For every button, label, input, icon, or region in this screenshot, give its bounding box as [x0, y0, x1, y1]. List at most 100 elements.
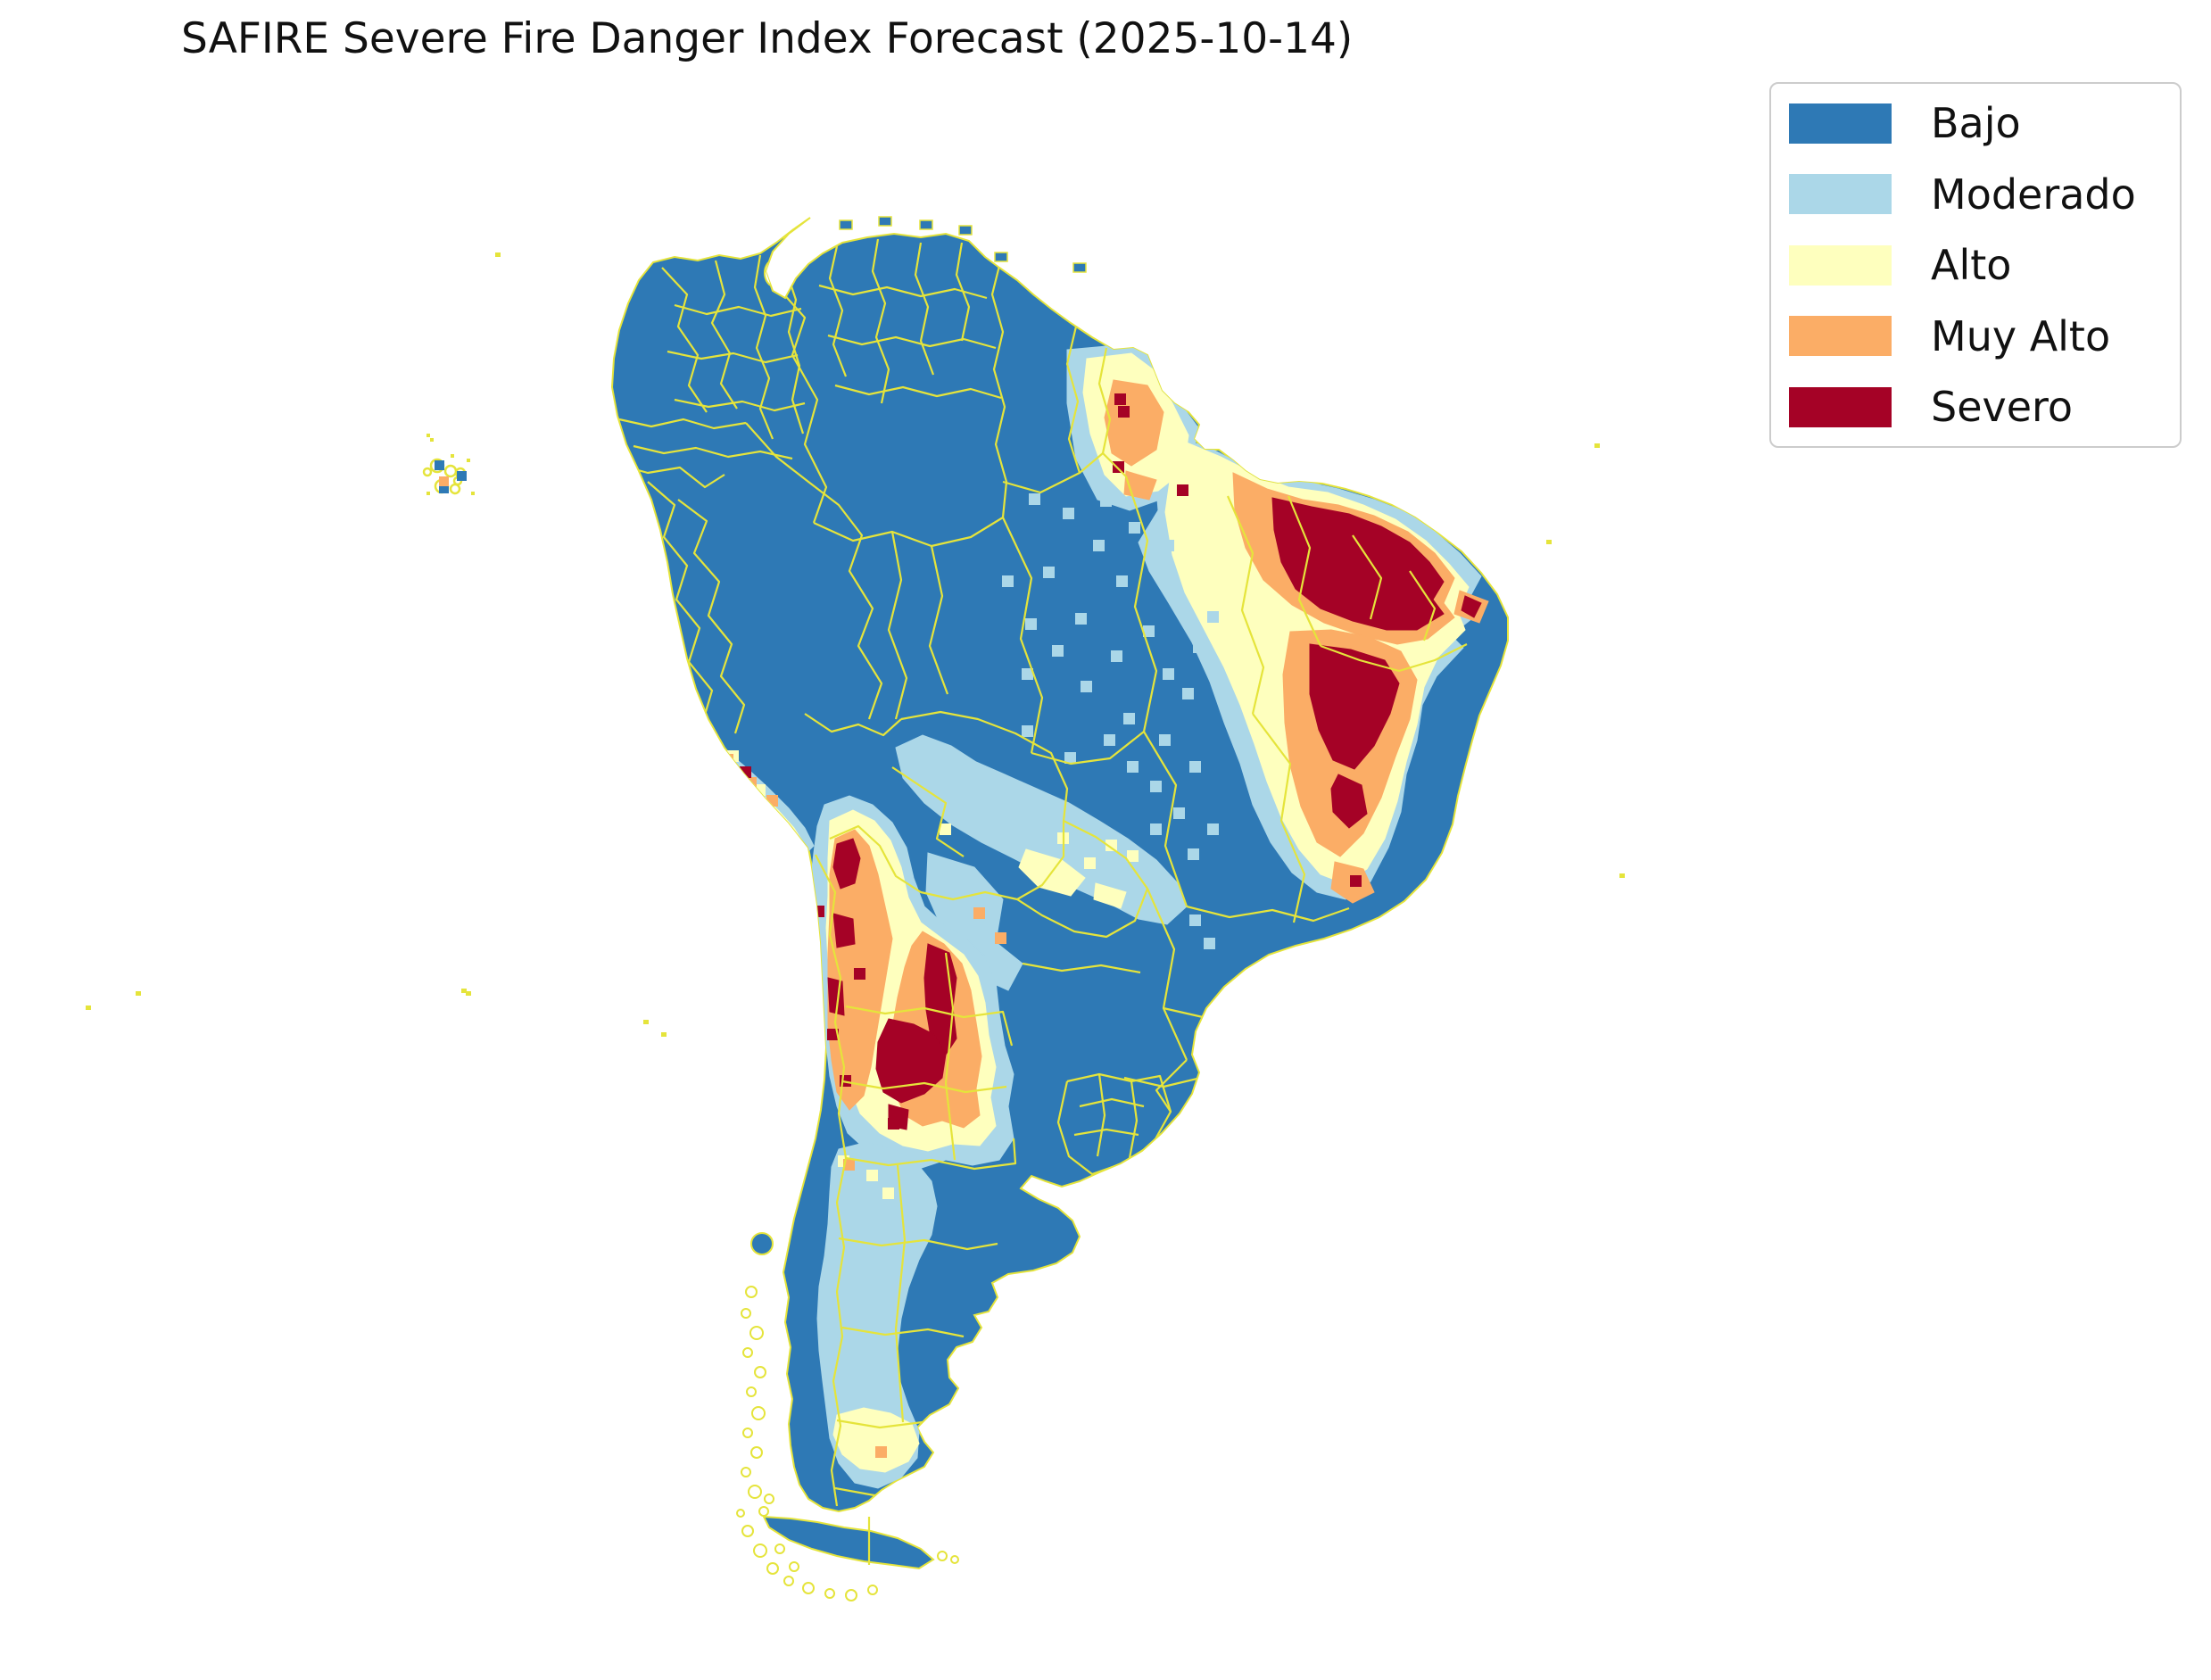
ocean-island-speck [661, 1032, 667, 1037]
admin-boundary-line [834, 384, 1002, 400]
speckle-severo [813, 906, 824, 917]
speckle-alto [1032, 865, 1044, 876]
speckle-severo [1114, 393, 1126, 405]
speckle-severo [1177, 484, 1188, 496]
legend-swatch-alto [1789, 244, 1892, 286]
speckle-moderado [1173, 807, 1185, 819]
admin-boundary-line [841, 1326, 965, 1338]
admin-boundary-line [1128, 1080, 1139, 1159]
admin-boundary-line [841, 1080, 1007, 1094]
coastal-islet [1072, 262, 1087, 273]
speckle-moderado [1002, 575, 1014, 587]
coastal-islet [919, 219, 933, 230]
speckle-severo [1350, 875, 1362, 887]
admin-boundary-line [815, 854, 848, 1507]
fjord-islet [748, 1485, 762, 1499]
speckle-moderado [1029, 493, 1040, 505]
speckle-moderado [1111, 650, 1122, 662]
speckle-moderado [1104, 734, 1115, 746]
fjord-islet [751, 1406, 766, 1420]
coastal-islet [878, 216, 892, 227]
speckle-moderado [1100, 495, 1112, 507]
speckle-moderado [1025, 618, 1037, 630]
speckle-moderado [1189, 761, 1201, 773]
admin-boundary-line [1155, 1059, 1188, 1113]
speckle-moderado [1207, 823, 1219, 835]
legend-swatch-bajo [1789, 103, 1892, 144]
speckle-severo [1113, 461, 1124, 473]
fjord-islet [867, 1585, 878, 1595]
admin-boundary-line [618, 418, 747, 430]
galapagos-speck [430, 438, 434, 442]
speckle-moderado [1182, 688, 1194, 699]
zone-alto [1093, 882, 1127, 909]
fjord-islet [746, 1386, 757, 1397]
admin-boundary-line [900, 710, 1069, 822]
zone-severo [1461, 595, 1482, 618]
galapagos-speck [426, 434, 430, 437]
admin-boundary-line [845, 1005, 1014, 1047]
fjord-islet [742, 1347, 753, 1358]
fjord-islet [766, 1562, 779, 1575]
fjord-islet [789, 1561, 799, 1572]
galapagos-islet [449, 483, 461, 495]
admin-boundary-line [674, 303, 802, 318]
tierra-del-fuego-island [762, 1515, 935, 1570]
speckle-alto [866, 1170, 878, 1181]
speckle-moderado [1143, 625, 1155, 637]
fjord-islet [741, 1467, 751, 1477]
admin-boundary-line [829, 821, 1065, 901]
fjord-islet [758, 1506, 769, 1517]
galapagos-islands [422, 434, 475, 495]
admin-boundary-line [838, 1237, 998, 1251]
admin-boundary-line [871, 238, 890, 404]
speckle-alto [1127, 850, 1139, 862]
admin-boundary-line [647, 481, 714, 722]
fjord-islet [783, 1576, 794, 1586]
zone-severo [1330, 774, 1368, 829]
speckle-moderado [1123, 713, 1135, 724]
ocean-island-speck [466, 991, 471, 996]
legend-label-muy_alto: Muy Alto [1931, 311, 2111, 360]
legend-label-alto: Alto [1931, 241, 2012, 289]
admin-boundary-line [1073, 1128, 1139, 1137]
admin-boundary-line [753, 254, 774, 440]
fjord-islet [950, 1555, 959, 1564]
fjord-islet [741, 1525, 754, 1537]
speckle-moderado [1189, 914, 1201, 926]
speckle-severo [827, 1029, 839, 1040]
admin-boundary-line [710, 260, 738, 410]
speckle-alto [882, 1188, 894, 1199]
admin-boundary-line [828, 245, 848, 377]
speckle-moderado [1193, 641, 1205, 653]
galapagos-speck [467, 459, 470, 462]
galapagos-islet [443, 464, 458, 478]
fjord-islet [764, 1494, 774, 1504]
admin-boundary-line [1252, 713, 1306, 923]
speckle-muy_alto [875, 1446, 887, 1458]
admin-boundary-line [1409, 570, 1437, 641]
admin-boundary-line [1096, 1073, 1106, 1157]
admin-boundary-line [1002, 451, 1127, 494]
admin-boundary-line [633, 444, 793, 460]
legend-entry-muy_alto: Muy Alto [1789, 312, 2162, 360]
speckle-moderado [1163, 668, 1174, 680]
speckle-moderado [1127, 761, 1139, 773]
fjord-islet [937, 1551, 948, 1561]
speckle-severo [888, 1118, 899, 1130]
ocean-island-speck [1546, 540, 1552, 544]
admin-boundary-line [1097, 347, 1112, 454]
admin-boundary-line [1226, 495, 1265, 715]
zone-severo [832, 913, 856, 948]
speckle-moderado [1093, 540, 1105, 551]
ocean-island-speck [86, 1006, 91, 1010]
admin-boundary-line [1002, 517, 1044, 754]
legend-box: Bajo Moderado Alto Muy Alto Severo [1769, 82, 2182, 448]
speckle-moderado [1188, 848, 1199, 860]
ocean-island-speck [643, 1020, 649, 1024]
speckle-muy_alto [1225, 440, 1237, 451]
admin-boundary-line [677, 499, 746, 734]
fjord-islet [753, 1543, 767, 1558]
admin-boundary-line [887, 531, 908, 720]
